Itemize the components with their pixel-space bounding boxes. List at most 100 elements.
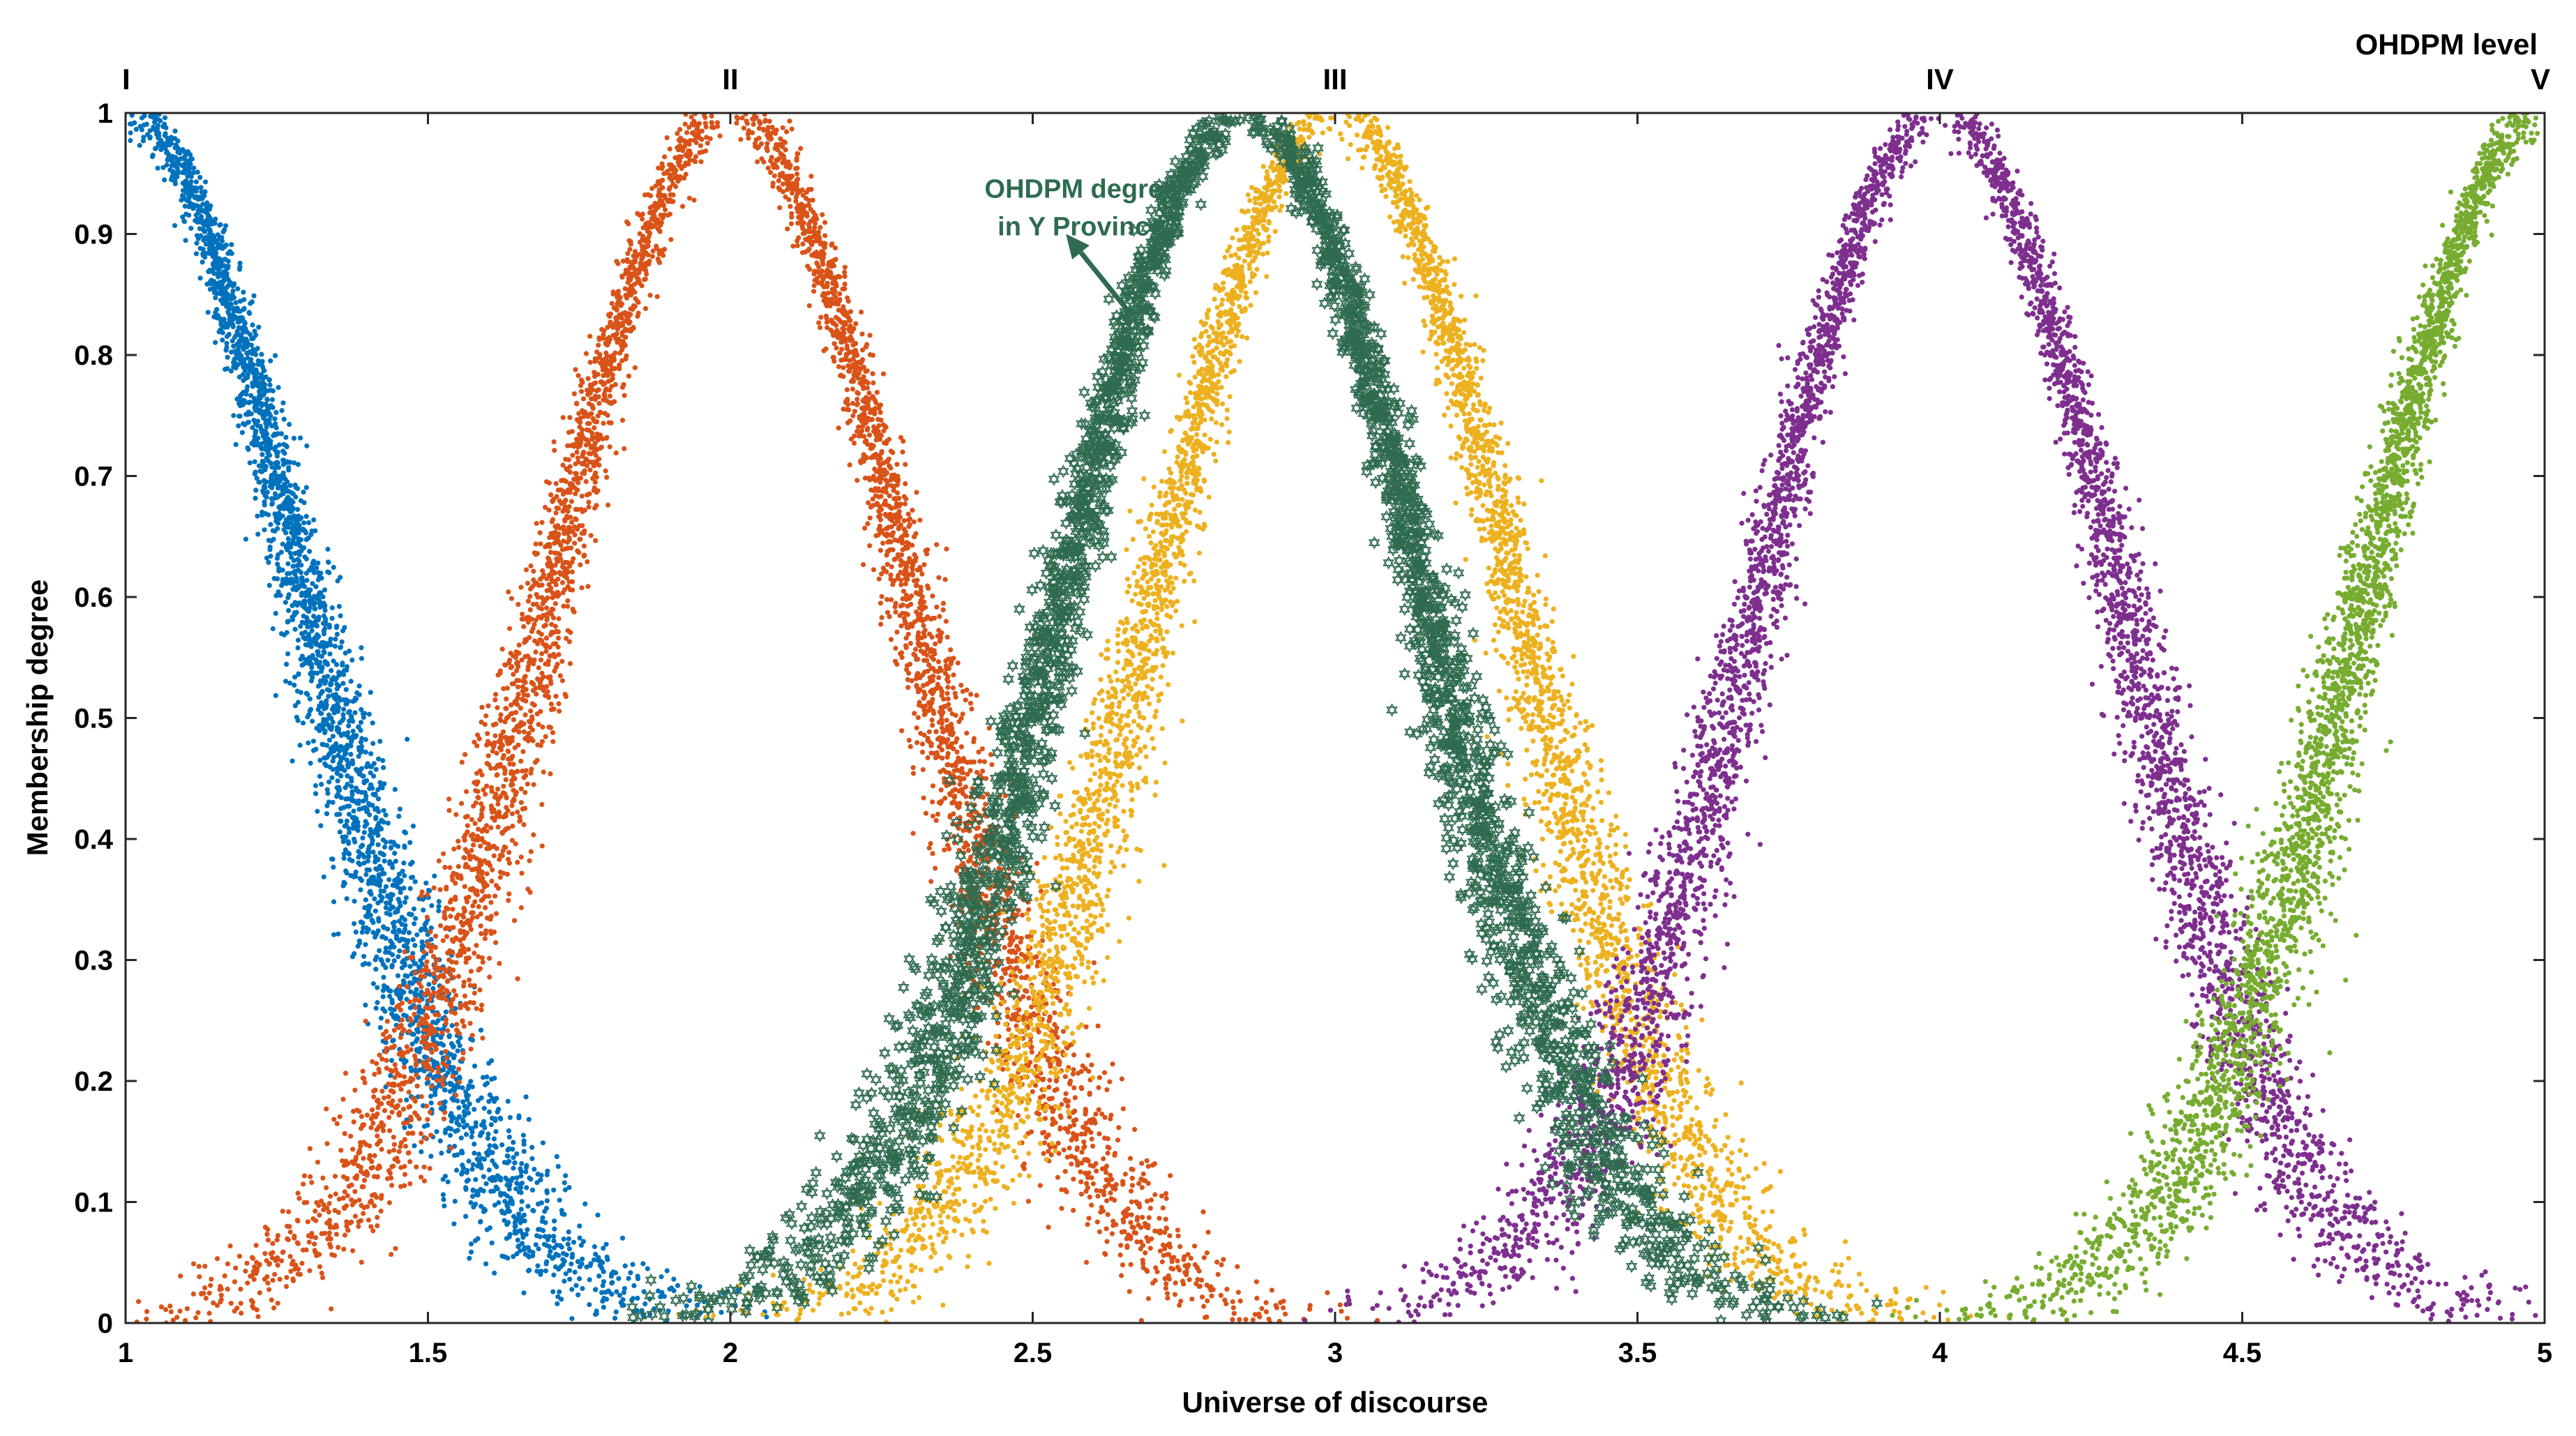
data-point xyxy=(453,960,459,965)
data-point xyxy=(375,827,381,833)
data-point xyxy=(286,607,292,614)
data-point xyxy=(195,169,200,175)
data-point xyxy=(292,674,298,680)
data-point xyxy=(412,1098,418,1104)
data-point xyxy=(1046,1132,1051,1138)
data-point xyxy=(227,249,233,255)
data-point xyxy=(1025,1198,1031,1204)
data-point xyxy=(378,1195,384,1201)
data-point xyxy=(453,1006,458,1011)
data-point xyxy=(1129,1183,1136,1188)
data-point xyxy=(460,1162,465,1168)
data-point xyxy=(286,541,292,546)
data-point xyxy=(416,965,422,970)
data-point xyxy=(304,577,310,583)
data-point xyxy=(207,279,213,285)
data-point xyxy=(468,833,474,838)
data-point xyxy=(188,182,193,188)
data-point xyxy=(219,262,225,268)
data-point xyxy=(1074,1145,1080,1151)
data-point xyxy=(1205,1230,1211,1235)
data-point xyxy=(1144,1234,1150,1241)
data-point xyxy=(1046,1149,1051,1154)
data-point xyxy=(192,194,197,199)
data-point xyxy=(372,908,379,914)
data-point xyxy=(194,241,199,246)
data-point xyxy=(468,1079,474,1084)
data-point xyxy=(425,1117,430,1122)
data-point xyxy=(352,1087,358,1093)
data-point xyxy=(1199,1294,1205,1300)
data-point xyxy=(360,836,366,841)
data-point xyxy=(462,930,467,935)
data-point xyxy=(390,921,396,926)
data-point xyxy=(225,354,230,360)
data-point xyxy=(375,985,380,990)
data-point xyxy=(472,1107,477,1112)
data-point xyxy=(178,156,184,162)
data-point xyxy=(308,587,313,593)
data-point xyxy=(566,1268,573,1273)
data-point xyxy=(1021,1166,1027,1172)
data-point xyxy=(334,766,340,772)
data-point xyxy=(331,675,336,681)
data-point xyxy=(223,223,229,229)
data-point xyxy=(1019,975,1025,981)
data-point xyxy=(519,1199,525,1204)
data-point xyxy=(409,1068,414,1073)
data-point xyxy=(247,411,253,416)
data-point xyxy=(999,975,1004,981)
data-point xyxy=(331,564,336,570)
data-point xyxy=(273,693,278,698)
data-point xyxy=(405,945,410,951)
data-point xyxy=(217,280,223,285)
data-point xyxy=(342,625,347,630)
data-point xyxy=(596,1273,602,1279)
data-point xyxy=(399,914,405,920)
data-point xyxy=(1269,1287,1274,1293)
data-point xyxy=(412,1053,418,1059)
data-point xyxy=(398,1007,403,1013)
data-point xyxy=(370,720,375,726)
data-point xyxy=(265,1237,271,1243)
data-point xyxy=(319,575,324,581)
data-point xyxy=(312,606,317,612)
data-point xyxy=(326,570,332,575)
data-point xyxy=(1084,1181,1090,1186)
data-point xyxy=(1209,1293,1214,1299)
data-point xyxy=(243,336,249,342)
data-point xyxy=(436,899,442,905)
data-point xyxy=(336,1209,341,1215)
data-point xyxy=(385,893,391,898)
data-point xyxy=(275,1262,280,1268)
data-point xyxy=(675,1283,681,1288)
data-point xyxy=(350,1248,356,1253)
data-point xyxy=(1090,1181,1096,1186)
data-point xyxy=(505,1177,511,1183)
data-point xyxy=(503,813,509,819)
data-point xyxy=(255,513,260,519)
data-point xyxy=(307,1146,312,1151)
data-point xyxy=(523,1094,529,1100)
data-point xyxy=(414,932,420,937)
data-point xyxy=(397,983,402,989)
data-point xyxy=(392,787,398,792)
data-point xyxy=(317,605,323,610)
data-point xyxy=(398,1087,404,1092)
data-point xyxy=(309,1179,315,1186)
data-point xyxy=(329,616,335,621)
data-point xyxy=(1169,1255,1175,1261)
data-point xyxy=(383,945,389,951)
data-point xyxy=(1219,1262,1224,1268)
data-point xyxy=(546,1234,552,1239)
data-point xyxy=(460,1150,465,1156)
data-point xyxy=(1235,1290,1241,1295)
data-point xyxy=(283,530,289,536)
data-point xyxy=(525,1227,530,1232)
data-point xyxy=(512,1228,518,1234)
data-point xyxy=(376,875,382,880)
data-point xyxy=(304,614,310,621)
data-point xyxy=(467,856,473,862)
data-point xyxy=(361,1075,367,1081)
data-point xyxy=(218,1283,223,1290)
